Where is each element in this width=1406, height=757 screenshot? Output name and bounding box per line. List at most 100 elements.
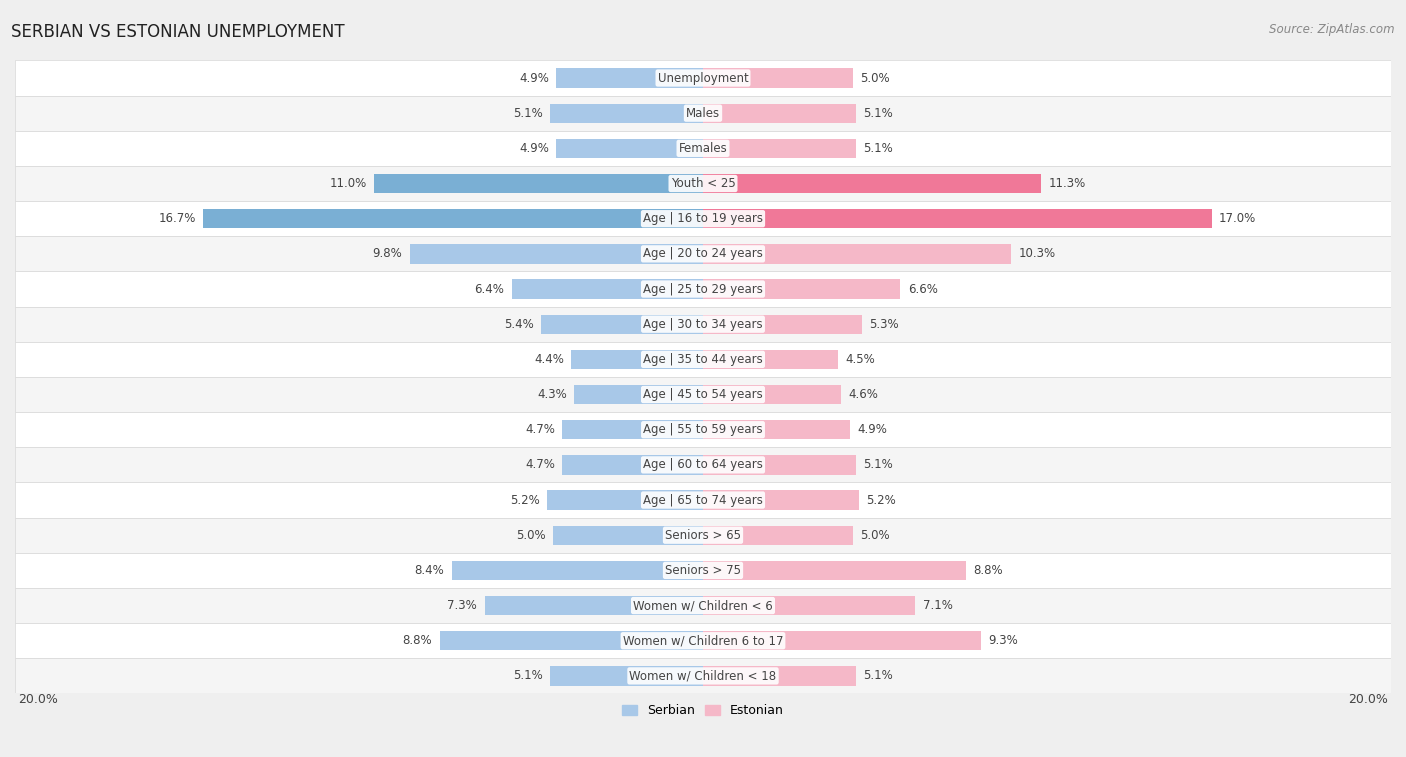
Text: Age | 55 to 59 years: Age | 55 to 59 years: [643, 423, 763, 436]
Text: Age | 65 to 74 years: Age | 65 to 74 years: [643, 494, 763, 506]
Text: 8.8%: 8.8%: [974, 564, 1004, 577]
Text: 4.9%: 4.9%: [858, 423, 887, 436]
Bar: [703, 350, 838, 369]
Text: Age | 30 to 34 years: Age | 30 to 34 years: [643, 318, 763, 331]
Bar: [512, 279, 703, 299]
Text: Seniors > 65: Seniors > 65: [665, 528, 741, 542]
Text: Females: Females: [679, 142, 727, 155]
Text: 5.0%: 5.0%: [860, 71, 890, 85]
Text: Seniors > 75: Seniors > 75: [665, 564, 741, 577]
Bar: [15, 518, 1391, 553]
Text: Women w/ Children 6 to 17: Women w/ Children 6 to 17: [623, 634, 783, 647]
Bar: [547, 491, 703, 509]
Bar: [15, 131, 1391, 166]
Bar: [550, 666, 703, 686]
Bar: [703, 455, 856, 475]
Bar: [15, 341, 1391, 377]
Bar: [703, 104, 856, 123]
Text: 7.1%: 7.1%: [922, 599, 953, 612]
Bar: [557, 68, 703, 88]
Bar: [15, 307, 1391, 341]
Text: Women w/ Children < 6: Women w/ Children < 6: [633, 599, 773, 612]
Text: Unemployment: Unemployment: [658, 71, 748, 85]
Bar: [703, 68, 852, 88]
Bar: [374, 174, 703, 193]
Text: 20.0%: 20.0%: [1348, 693, 1388, 706]
Bar: [703, 279, 900, 299]
Bar: [15, 412, 1391, 447]
Bar: [541, 314, 703, 334]
Text: Age | 25 to 29 years: Age | 25 to 29 years: [643, 282, 763, 295]
Text: 4.3%: 4.3%: [537, 388, 567, 401]
Bar: [703, 561, 966, 580]
Text: 5.4%: 5.4%: [505, 318, 534, 331]
Bar: [440, 631, 703, 650]
Bar: [15, 236, 1391, 272]
Text: 9.3%: 9.3%: [988, 634, 1018, 647]
Text: Age | 16 to 19 years: Age | 16 to 19 years: [643, 212, 763, 225]
Bar: [485, 596, 703, 615]
Text: 5.1%: 5.1%: [863, 107, 893, 120]
Bar: [703, 491, 859, 509]
Text: SERBIAN VS ESTONIAN UNEMPLOYMENT: SERBIAN VS ESTONIAN UNEMPLOYMENT: [11, 23, 344, 41]
Bar: [703, 174, 1040, 193]
Text: 4.7%: 4.7%: [524, 423, 555, 436]
Bar: [411, 245, 703, 263]
Text: 16.7%: 16.7%: [159, 212, 195, 225]
Text: 9.8%: 9.8%: [373, 248, 402, 260]
Text: 5.1%: 5.1%: [863, 142, 893, 155]
Text: 5.1%: 5.1%: [513, 669, 543, 682]
Bar: [15, 482, 1391, 518]
Legend: Serbian, Estonian: Serbian, Estonian: [617, 699, 789, 722]
Bar: [451, 561, 703, 580]
Text: 4.7%: 4.7%: [524, 459, 555, 472]
Bar: [703, 596, 915, 615]
Text: 5.1%: 5.1%: [863, 459, 893, 472]
Bar: [550, 104, 703, 123]
Text: 10.3%: 10.3%: [1018, 248, 1056, 260]
Bar: [703, 525, 852, 545]
Bar: [15, 659, 1391, 693]
Text: 5.2%: 5.2%: [510, 494, 540, 506]
Text: 7.3%: 7.3%: [447, 599, 477, 612]
Text: Youth < 25: Youth < 25: [671, 177, 735, 190]
Bar: [703, 139, 856, 158]
Bar: [15, 623, 1391, 659]
Text: Age | 35 to 44 years: Age | 35 to 44 years: [643, 353, 763, 366]
Bar: [15, 201, 1391, 236]
Bar: [562, 455, 703, 475]
Bar: [204, 209, 703, 229]
Bar: [703, 666, 856, 686]
Text: 5.0%: 5.0%: [860, 528, 890, 542]
Text: Age | 45 to 54 years: Age | 45 to 54 years: [643, 388, 763, 401]
Text: 5.2%: 5.2%: [866, 494, 896, 506]
Bar: [15, 272, 1391, 307]
Text: Age | 60 to 64 years: Age | 60 to 64 years: [643, 459, 763, 472]
Text: 4.4%: 4.4%: [534, 353, 564, 366]
Text: Males: Males: [686, 107, 720, 120]
Text: 4.9%: 4.9%: [519, 71, 548, 85]
Text: 6.6%: 6.6%: [908, 282, 938, 295]
Bar: [15, 166, 1391, 201]
Bar: [15, 61, 1391, 95]
Text: 17.0%: 17.0%: [1219, 212, 1256, 225]
Text: 5.3%: 5.3%: [869, 318, 898, 331]
Text: 8.4%: 8.4%: [415, 564, 444, 577]
Text: 4.5%: 4.5%: [845, 353, 875, 366]
Text: 5.1%: 5.1%: [513, 107, 543, 120]
Bar: [554, 525, 703, 545]
Bar: [703, 209, 1212, 229]
Bar: [703, 631, 981, 650]
Bar: [15, 95, 1391, 131]
Text: 20.0%: 20.0%: [18, 693, 58, 706]
Text: 5.0%: 5.0%: [516, 528, 546, 542]
Bar: [703, 385, 841, 404]
Text: 11.0%: 11.0%: [329, 177, 367, 190]
Text: Age | 20 to 24 years: Age | 20 to 24 years: [643, 248, 763, 260]
Text: 5.1%: 5.1%: [863, 669, 893, 682]
Bar: [571, 350, 703, 369]
Bar: [15, 447, 1391, 482]
Bar: [557, 139, 703, 158]
Bar: [15, 553, 1391, 588]
Bar: [15, 377, 1391, 412]
